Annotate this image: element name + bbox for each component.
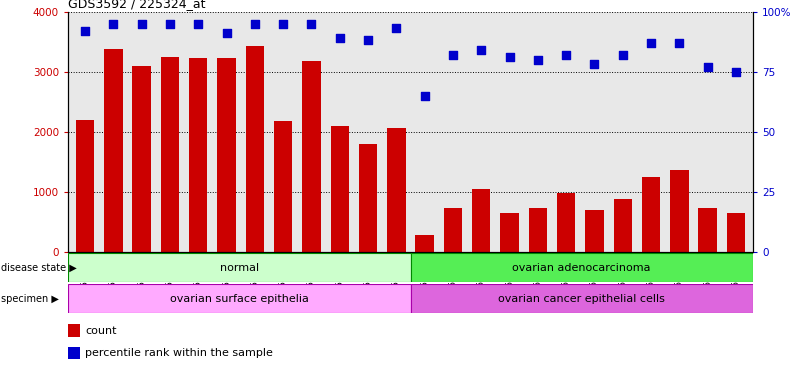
Bar [614,199,632,252]
Text: ovarian surface epithelia: ovarian surface epithelia [170,293,308,304]
Point [588,61,601,68]
Bar [68,284,410,313]
Point [730,68,743,74]
Bar [68,324,80,337]
Point [305,20,318,26]
Bar [189,58,207,252]
Point [135,20,148,26]
Point [78,28,91,34]
Point [560,51,573,58]
Bar [727,212,745,252]
Bar [444,208,462,252]
Bar [359,144,377,252]
Text: GDS3592 / 225324_at: GDS3592 / 225324_at [68,0,206,10]
Point [220,30,233,36]
Bar [104,49,123,252]
Point [333,35,346,41]
Bar [132,66,151,252]
Bar [410,284,753,313]
Bar [416,235,434,252]
Point [475,47,488,53]
Point [107,20,120,26]
Bar [410,253,753,282]
Bar [529,208,547,252]
Bar [698,208,717,252]
Bar [501,212,519,252]
Bar [586,210,604,252]
Bar [76,119,95,252]
Bar [161,56,179,252]
Point [673,40,686,46]
Point [701,64,714,70]
Point [277,20,290,26]
Text: specimen ▶: specimen ▶ [1,293,58,304]
Point [248,20,261,26]
Bar [642,177,660,252]
Point [446,51,459,58]
Bar [472,189,490,252]
Bar [302,61,320,252]
Bar [387,128,405,252]
Text: normal: normal [219,263,259,273]
Point [163,20,176,26]
Bar [217,58,235,252]
Point [362,37,375,43]
Text: ovarian adenocarcinoma: ovarian adenocarcinoma [513,263,651,273]
Point [503,54,516,60]
Point [192,20,205,26]
Point [418,93,431,99]
Point [616,51,629,58]
Bar [331,126,349,252]
Bar [246,46,264,252]
Point [531,56,544,63]
Text: count: count [85,326,117,336]
Bar [274,121,292,252]
Point [645,40,658,46]
Text: disease state ▶: disease state ▶ [1,263,77,273]
Bar [68,253,410,282]
Point [390,25,403,31]
Bar [68,347,80,359]
Text: ovarian cancer epithelial cells: ovarian cancer epithelial cells [498,293,665,304]
Text: percentile rank within the sample: percentile rank within the sample [85,348,273,358]
Bar [557,193,575,252]
Bar [670,170,689,252]
